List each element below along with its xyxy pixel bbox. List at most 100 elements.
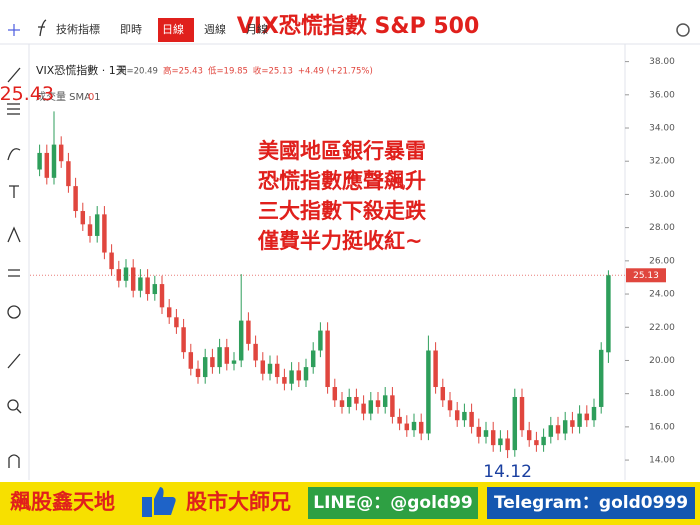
y-tick-label: 24.00 <box>649 290 675 300</box>
candle-body <box>505 438 510 451</box>
candle-body <box>447 400 453 411</box>
annotation: 僅費半力挺收紅~ <box>257 229 423 253</box>
candle-body <box>123 267 129 281</box>
candle-body <box>80 211 86 225</box>
low-label: 14.12 <box>483 462 532 482</box>
annotation: 恐慌指數應聲飆升 <box>258 169 426 193</box>
candle-body <box>332 387 338 401</box>
candle-body <box>325 330 330 388</box>
candle-body <box>411 421 417 431</box>
ohlc-field: +4.49 (+21.75%) <box>298 67 373 77</box>
ohlc-field: 低=19.85 <box>208 66 248 77</box>
candle-body <box>246 320 251 344</box>
candle-body <box>339 400 345 407</box>
y-tick-label: 16.00 <box>649 422 675 432</box>
last-price-tag <box>626 268 666 283</box>
settings-icon[interactable] <box>676 23 690 37</box>
candle-body <box>210 357 215 368</box>
host: 股市大師兄 <box>186 490 291 514</box>
crosshair-icon[interactable] <box>8 24 20 36</box>
candle-body <box>382 395 388 407</box>
candle-body <box>310 350 316 368</box>
tab-selected <box>158 18 194 42</box>
y-tick-label: 30.00 <box>649 190 675 200</box>
ohlc-field: 高=25.43 <box>163 66 203 77</box>
candle-body <box>591 406 597 421</box>
candle-body <box>534 440 539 446</box>
candle-body <box>66 161 71 187</box>
toolbar-tab[interactable]: 週線 <box>204 22 226 36</box>
candle-body <box>181 327 186 353</box>
brand: 飆股鑫天地 <box>10 490 115 514</box>
candle-body <box>274 363 280 378</box>
candle-body <box>152 284 158 295</box>
line-box <box>308 487 478 519</box>
y-tick-label: 22.00 <box>649 323 675 333</box>
y-tick-label: 38.00 <box>649 57 675 67</box>
volume-value: 0 <box>88 92 94 103</box>
toolbar-tab[interactable]: 日線 <box>162 22 184 36</box>
candle-body <box>526 430 532 441</box>
ohlc-field: 開=20.49 <box>118 67 158 77</box>
candle-body <box>217 347 222 368</box>
candle-body <box>260 360 266 374</box>
candle-body <box>498 438 503 446</box>
candle-body <box>188 352 194 369</box>
candle-body <box>116 269 122 281</box>
y-tick-label: 14.00 <box>649 456 675 466</box>
y-tick-label: 36.00 <box>649 90 675 100</box>
candle-body <box>253 343 258 361</box>
candle-body <box>555 425 561 434</box>
candle-body <box>346 396 352 407</box>
candle-body <box>145 277 150 295</box>
telegram-box <box>487 487 695 519</box>
candle-body <box>303 367 309 381</box>
candle-body <box>159 284 165 308</box>
toolbar-tab[interactable]: 技術指標 <box>56 22 100 36</box>
candle-body <box>51 144 57 178</box>
candle-body <box>102 214 107 253</box>
candle-body <box>37 152 42 170</box>
candle-body <box>404 423 410 431</box>
candle-body <box>598 349 604 407</box>
volume-label: 成交量 SMA 1 <box>36 90 101 103</box>
candle-body <box>354 396 359 404</box>
line-id[interactable]: LINE@：@gold99 <box>313 493 473 513</box>
candle-body <box>433 350 438 388</box>
chart-title: VIX恐慌指數 S&P 500 <box>237 13 480 39</box>
candle-body <box>375 400 381 407</box>
telegram-id[interactable]: Telegram：gold0999 <box>494 493 688 513</box>
indicator-icon[interactable] <box>38 19 47 37</box>
candle-body <box>109 252 114 270</box>
annotation: 三大指數下殺走跌 <box>258 199 427 223</box>
candle-body <box>469 411 474 427</box>
sidebar-icons[interactable] <box>7 67 22 468</box>
candle-body <box>318 330 323 351</box>
candle-body <box>58 144 64 162</box>
candle-body <box>570 420 575 427</box>
candle-body <box>440 387 446 401</box>
y-tick-label: 26.00 <box>649 256 675 266</box>
y-tick-label: 34.00 <box>649 124 675 134</box>
toolbar-tab[interactable]: 月線 <box>246 22 268 36</box>
candle-body <box>73 186 78 212</box>
candle-body <box>130 267 136 291</box>
candle-body <box>454 410 460 421</box>
candle-body <box>490 430 496 446</box>
candle-body <box>202 357 208 378</box>
candle-body <box>483 430 489 437</box>
y-tick-label: 20.00 <box>649 356 675 366</box>
candle-body <box>397 416 402 424</box>
y-tick-label: 18.00 <box>649 389 675 399</box>
candle-body <box>426 350 431 434</box>
candle-body <box>584 413 590 421</box>
candle-body <box>548 425 554 437</box>
candle-body <box>94 214 100 236</box>
candle-body <box>519 396 525 431</box>
symbol: VIX恐慌指數 · 1天 <box>36 63 127 77</box>
last-price-label: 25.13 <box>633 271 659 281</box>
y-tick-label: 28.00 <box>649 223 675 233</box>
candle-body <box>174 317 179 328</box>
toolbar-tab[interactable]: 即時 <box>120 23 142 36</box>
